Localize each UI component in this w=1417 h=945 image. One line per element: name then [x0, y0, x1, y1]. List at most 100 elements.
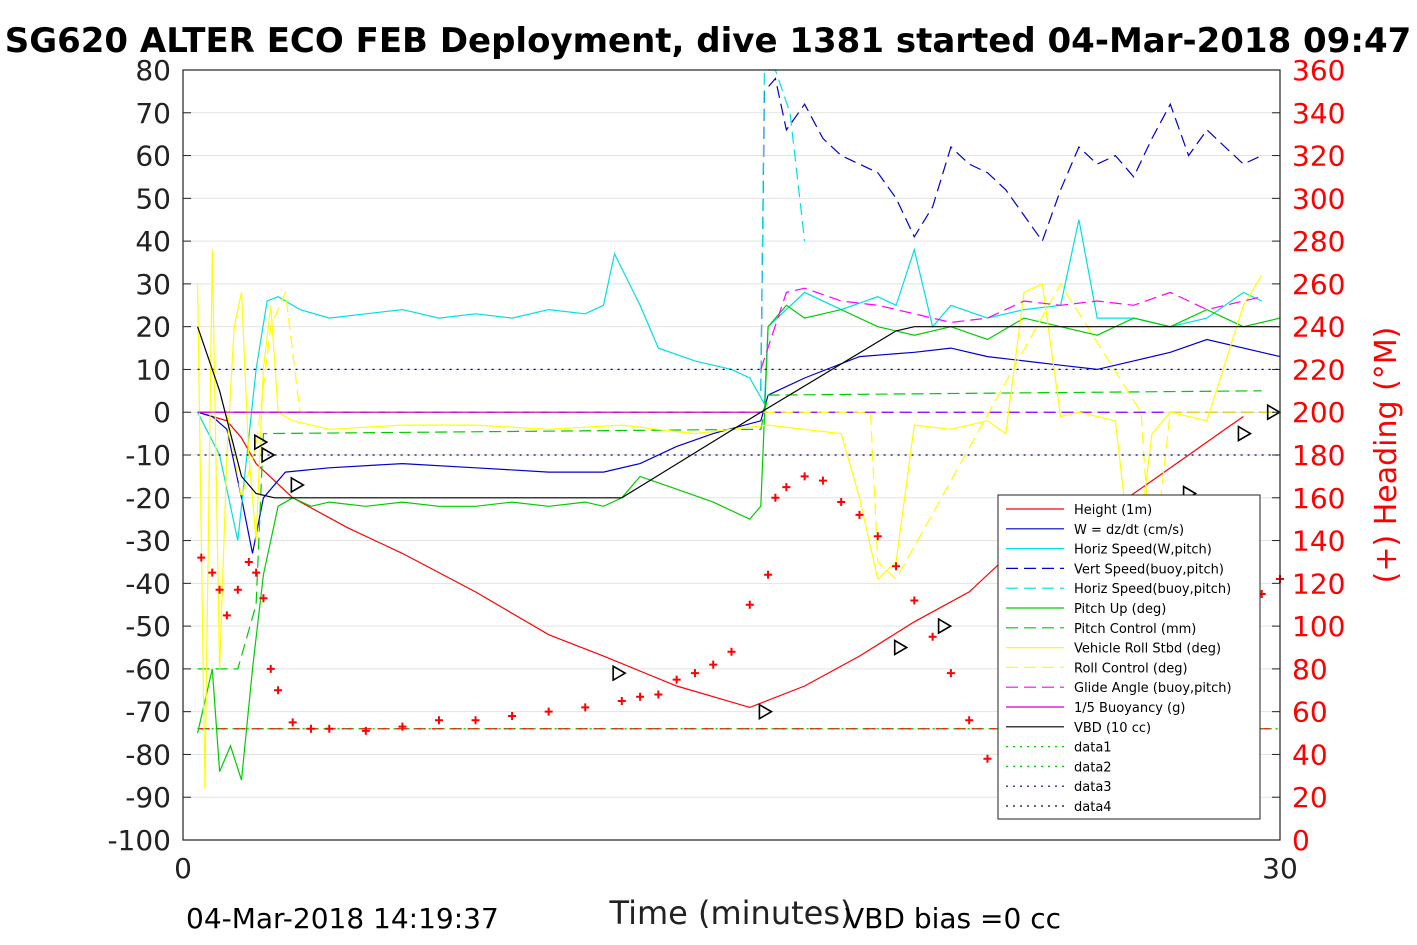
- right-axis-ticks: 3603403203002802602402202001801601401201…: [1272, 54, 1345, 857]
- left-tick-label: -50: [125, 610, 171, 643]
- heading-point: [636, 692, 645, 701]
- heading-point: [581, 703, 590, 712]
- left-tick-label: 70: [135, 97, 171, 130]
- right-axis-label: (+) Heading (°M): [1369, 327, 1404, 584]
- heading-point: [398, 722, 407, 731]
- legend-label: VBD (10 cc): [1074, 721, 1151, 736]
- depth-marker: [261, 446, 276, 464]
- right-tick-label: 20: [1292, 781, 1328, 814]
- right-tick-label: 220: [1292, 353, 1345, 386]
- left-tick-label: 10: [135, 353, 171, 386]
- right-tick-label: 120: [1292, 567, 1345, 600]
- footer-timestamp: 04-Mar-2018 14:19:37: [186, 902, 499, 935]
- depth-marker: [1266, 403, 1282, 421]
- x-tick-label: 30: [1262, 852, 1298, 885]
- chart-title: SG620 ALTER ECO FEB Deployment, dive 138…: [5, 21, 1412, 61]
- right-tick-label: 180: [1292, 439, 1345, 472]
- left-axis-ticks: 80 70 60 50 40 30 20 10 0 -10 -20 -30 -40 -50 -60 -70 -8…: [107, 54, 191, 857]
- legend-label: W = dz/dt (cm/s): [1074, 523, 1184, 538]
- right-tick-label: 340: [1292, 97, 1345, 130]
- series-vert-speed-buoy-pitch: [760, 77, 1262, 391]
- legend-label: Height (1m): [1074, 503, 1152, 518]
- x-axis-ticks: 0 30: [174, 832, 1298, 885]
- left-tick-label: -10: [125, 439, 171, 472]
- left-tick-label: 50: [135, 182, 171, 215]
- legend-label: Horiz Speed(W,pitch): [1074, 543, 1212, 558]
- heading-point: [910, 596, 919, 605]
- heading-point: [306, 724, 315, 733]
- heading-point: [946, 669, 955, 678]
- heading-point: [233, 585, 242, 594]
- depth-marker: [1237, 425, 1253, 443]
- legend-label: data1: [1074, 741, 1112, 756]
- heading-point: [727, 647, 736, 656]
- heading-point: [672, 675, 681, 684]
- heading-point: [983, 754, 992, 763]
- legend-label: data2: [1074, 760, 1112, 775]
- legend-label: 1/5 Buoyancy (g): [1074, 701, 1185, 716]
- depth-markers: [253, 403, 1282, 721]
- heading-point: [690, 669, 699, 678]
- heading-point: [855, 510, 864, 519]
- right-tick-label: 100: [1292, 610, 1345, 643]
- series-roll-control-deg: [226, 282, 1273, 581]
- right-tick-label: 240: [1292, 311, 1345, 344]
- x-axis-label: Time (minutes): [609, 894, 853, 932]
- heading-point: [771, 493, 780, 502]
- depth-marker: [290, 476, 305, 494]
- heading-point: [782, 483, 791, 492]
- legend-label: Vert Speed(buoy,pitch): [1074, 562, 1224, 577]
- heading-point: [259, 594, 268, 603]
- heading-point: [215, 585, 224, 594]
- right-tick-label: 200: [1292, 396, 1345, 429]
- heading-point: [654, 690, 663, 699]
- left-tick-label: -100: [107, 824, 171, 857]
- right-tick-label: 60: [1292, 696, 1328, 729]
- x-tick-label: 0: [174, 852, 192, 885]
- heading-point: [965, 716, 974, 725]
- heading-point: [709, 660, 718, 669]
- heading-point: [222, 611, 231, 620]
- right-tick-label: 40: [1292, 738, 1328, 771]
- right-tick-label: 80: [1292, 653, 1328, 686]
- left-tick-label: -40: [125, 567, 171, 600]
- legend-label: Vehicle Roll Stbd (deg): [1074, 642, 1221, 657]
- right-tick-label: 300: [1292, 182, 1345, 215]
- heading-point: [266, 664, 275, 673]
- heading-point: [892, 562, 901, 571]
- series-pitch-up-deg: [197, 304, 1281, 781]
- series-vehicle-roll-stbd-deg: [197, 249, 1263, 789]
- left-tick-label: 0: [153, 396, 171, 429]
- heading-point: [434, 716, 443, 725]
- depth-marker: [893, 639, 909, 656]
- heading-point: [617, 696, 626, 705]
- left-tick-label: 60: [135, 140, 171, 173]
- legend-label: Glide Angle (buoy,pitch): [1074, 681, 1232, 696]
- left-tick-label: -70: [125, 696, 171, 729]
- depth-marker: [612, 664, 627, 682]
- footer-vbd-bias: VBD bias =0 cc: [845, 902, 1061, 935]
- right-tick-label: 360: [1292, 54, 1345, 87]
- heading-point: [764, 570, 773, 579]
- left-tick-label: -60: [125, 653, 171, 686]
- right-tick-label: 140: [1292, 525, 1345, 558]
- right-tick-label: 160: [1292, 482, 1345, 515]
- legend-label: Roll Control (deg): [1074, 661, 1188, 676]
- depth-marker: [937, 617, 953, 635]
- series-pitch-control-mm: [197, 390, 1262, 670]
- legend-label: Horiz Speed(buoy,pitch): [1074, 582, 1231, 597]
- left-tick-label: 80: [135, 54, 171, 87]
- heading-point: [274, 686, 283, 695]
- heading-point: [928, 632, 937, 641]
- left-tick-label: -20: [125, 482, 171, 515]
- heading-point: [544, 707, 553, 716]
- heading-point: [197, 553, 206, 562]
- right-tick-label: 0: [1292, 824, 1310, 857]
- heading-point: [837, 498, 846, 507]
- right-tick-label: 280: [1292, 225, 1345, 258]
- legend: Height (1m) W = dz/dt (cm/s) Horiz Speed(W…: [997, 494, 1261, 820]
- series-glide-angle-buoy-pitch: [760, 287, 1262, 370]
- heading-point: [244, 557, 253, 566]
- heading-point: [252, 568, 261, 577]
